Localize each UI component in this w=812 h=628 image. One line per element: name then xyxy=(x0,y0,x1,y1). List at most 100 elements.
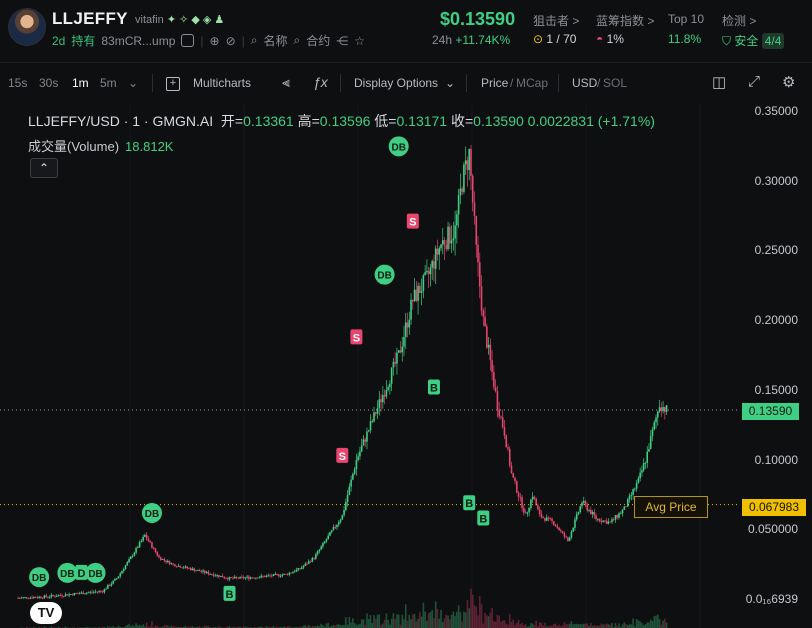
volume-bar xyxy=(473,605,476,628)
trade-marker-label: DB xyxy=(391,142,405,153)
volume-bar xyxy=(665,622,668,628)
candle-body xyxy=(57,595,60,597)
twitter-icon[interactable]: ⊘ xyxy=(225,33,236,48)
volume-bar xyxy=(204,625,206,628)
bluechip-label[interactable]: 蓝筹指数 > xyxy=(596,14,655,28)
candle-body xyxy=(17,598,19,599)
share-icon[interactable]: ⋲ xyxy=(336,33,349,48)
candle-body xyxy=(304,563,307,566)
volume-bar xyxy=(561,625,564,628)
volume-bar xyxy=(649,619,652,628)
volume-bar xyxy=(579,624,582,628)
candle-body xyxy=(339,519,342,523)
candle-body xyxy=(619,513,622,515)
volume-bar xyxy=(182,626,185,628)
candle-body xyxy=(570,531,573,538)
volume-bar xyxy=(519,623,522,628)
volume-legend: 成交量(Volume) 18.812K xyxy=(28,136,173,155)
volume-bar xyxy=(540,622,543,628)
volume-bar xyxy=(597,625,599,628)
volume-bar xyxy=(514,624,516,628)
candle-body xyxy=(128,559,130,563)
candle-body xyxy=(226,578,229,580)
volume-bar xyxy=(350,622,352,628)
add-chart-icon[interactable]: + xyxy=(166,77,180,91)
interval-5m[interactable]: 5m xyxy=(100,76,117,90)
candle-body xyxy=(408,319,411,328)
multicharts-button[interactable]: Multicharts xyxy=(193,76,252,90)
candle-body xyxy=(26,597,28,599)
globe-icon[interactable]: ⊕ xyxy=(209,33,220,48)
fullscreen-icon[interactable]: ⤢ xyxy=(748,73,761,90)
trade-marker-label: DB xyxy=(32,573,46,584)
volume-bar xyxy=(406,620,409,628)
candle-body xyxy=(581,502,583,507)
screenshot-camera-icon[interactable]: ◫ xyxy=(712,74,727,91)
candle-body xyxy=(98,590,100,592)
creator-handle[interactable]: vitafin ✦ ✧ ◆ ◈ ♟ xyxy=(135,13,224,26)
volume-bar xyxy=(500,621,502,628)
price-tick-label: 0.15000 xyxy=(754,382,798,397)
current-price-tag: 0.13590 xyxy=(742,403,799,420)
volume-bar xyxy=(390,618,393,628)
audit-label[interactable]: 检测 > xyxy=(722,14,757,28)
candle-body xyxy=(493,372,495,388)
volume-bar xyxy=(471,594,474,628)
usd-toggle[interactable]: USD xyxy=(572,76,598,90)
search-name-link[interactable]: 名称 xyxy=(263,34,288,48)
open-value: 0.13361 xyxy=(243,113,294,129)
mcap-toggle[interactable]: MCap xyxy=(516,76,549,90)
copy-icon[interactable] xyxy=(181,34,195,47)
volume-bar xyxy=(318,626,321,628)
candle-body xyxy=(31,597,33,599)
interval-1m[interactable]: 1m xyxy=(72,76,89,90)
interval-30s[interactable]: 30s xyxy=(39,76,59,90)
candle-body xyxy=(651,429,654,436)
candle-body xyxy=(165,560,167,562)
collapse-legend-chevron-icon[interactable]: ⌃ xyxy=(30,158,58,178)
volume-bar xyxy=(549,625,552,628)
candle-body xyxy=(572,527,574,532)
token-avatar[interactable] xyxy=(8,8,46,46)
volume-bar xyxy=(574,624,576,628)
volume-bar xyxy=(660,624,663,628)
candle-body xyxy=(563,532,566,537)
volume-bar xyxy=(449,619,451,628)
interval-15s[interactable]: 15s xyxy=(8,76,28,90)
display-options-button[interactable]: Display Options xyxy=(354,76,439,90)
candle-body xyxy=(611,519,613,523)
candle-body xyxy=(549,517,552,519)
volume-bar xyxy=(588,625,590,628)
interval-dropdown-chevron-icon[interactable]: ⌄ xyxy=(128,76,139,90)
candle-body xyxy=(274,574,277,575)
candle-type-icon[interactable]: ⫷ xyxy=(282,74,290,90)
volume-bar xyxy=(339,625,342,628)
volume-bar xyxy=(362,619,365,628)
candle-body xyxy=(100,590,102,592)
favorite-star-icon[interactable]: ☆ xyxy=(354,33,366,48)
volume-label: 成交量(Volume) xyxy=(28,139,120,154)
price-toggle[interactable]: Price xyxy=(481,76,509,90)
candle-body xyxy=(593,512,596,516)
volume-bar xyxy=(174,626,176,628)
volume-bar xyxy=(373,615,375,628)
volume-bar xyxy=(547,625,550,628)
sol-toggle[interactable]: SOL xyxy=(603,76,628,90)
settings-gear-icon[interactable]: ⚙ xyxy=(782,74,796,91)
search-contract-link[interactable]: 合约 xyxy=(306,34,331,48)
candle-body xyxy=(433,261,435,269)
volume-bar xyxy=(431,610,433,628)
indicators-fx-icon[interactable]: ƒx xyxy=(313,74,328,90)
change-period: 24h xyxy=(432,33,453,47)
search-contract-icon[interactable]: ⌕ xyxy=(293,33,301,47)
tradingview-logo[interactable]: TV xyxy=(30,602,62,624)
candle-body xyxy=(508,448,511,466)
price-axis[interactable]: 0.35000 0.30000 0.25000 0.20000 0.15000 0.100… xyxy=(740,104,812,628)
sniper-label[interactable]: 狙击者 > xyxy=(533,14,580,28)
search-name-icon[interactable]: ⌕ xyxy=(250,33,258,47)
volume-bar xyxy=(560,626,562,628)
display-options-chevron-icon[interactable]: ⌄ xyxy=(445,76,456,90)
contract-address[interactable]: 83mCR...ump xyxy=(101,33,176,48)
volume-bar xyxy=(130,626,132,628)
